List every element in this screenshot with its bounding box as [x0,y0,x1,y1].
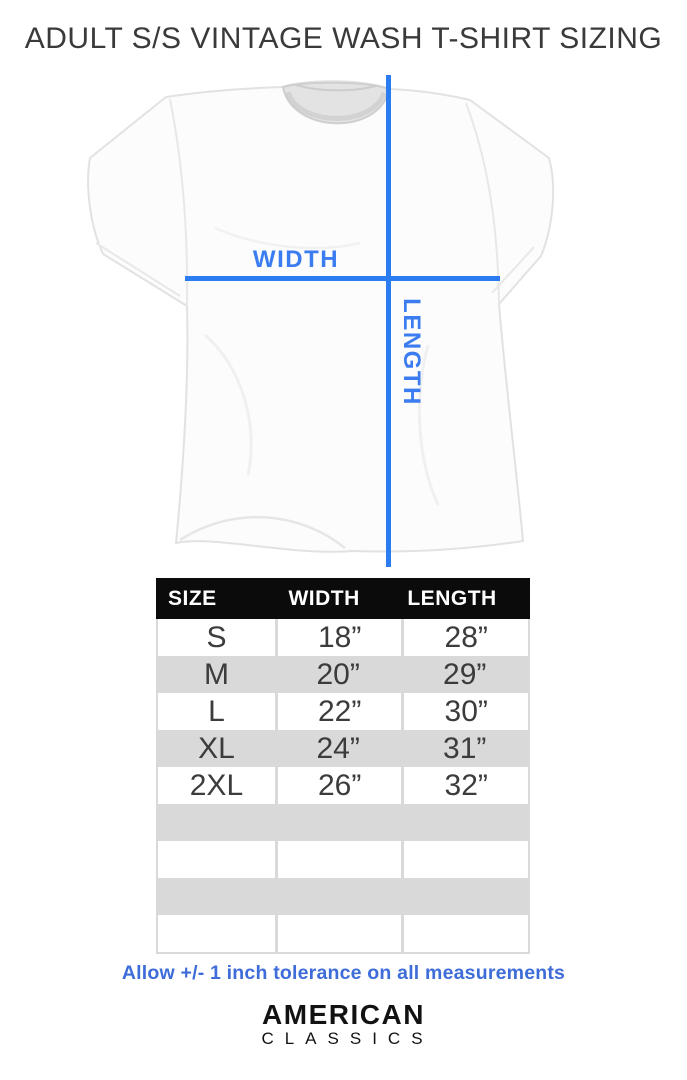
width-line [185,276,500,281]
wrinkle [417,344,440,506]
header-cell-length: LENGTH [407,586,497,610]
hem-fold [179,515,346,549]
cell-length [401,915,528,952]
wrinkle [214,226,361,250]
collar-rib [285,91,387,121]
cell-width: 24” [316,732,360,765]
brand-logo: AMERICAN CLASSICS [0,1000,687,1048]
table-row: M 20” 29” [158,656,528,693]
length-line [386,75,391,567]
header-cell-width: WIDTH [288,586,360,610]
table-body: S 18” 28” M 20” 29” L 22” 30” XL 24” 31”… [158,619,528,952]
cell-width: 18” [274,619,402,656]
cell-width [275,878,402,915]
cell-size [158,878,275,915]
page-title: ADULT S/S VINTAGE WASH T-SHIRT SIZING [24,22,663,55]
brand-name-secondary: CLASSICS [261,1029,434,1048]
cell-length: 31” [443,732,487,765]
cell-width: 26” [274,767,402,804]
wrinkle [204,333,253,476]
cell-length: 28” [401,619,528,656]
collar-back-line [295,84,377,92]
cell-length [401,878,528,915]
cell-width [275,804,402,841]
cell-size: M [203,658,229,691]
cell-width [274,915,402,952]
cell-length: 32” [401,767,528,804]
tolerance-note: Allow +/- 1 inch tolerance on all measur… [121,962,566,984]
cell-width: 22” [274,693,402,730]
table-row: S 18” 28” [158,619,528,656]
cell-size: S [206,621,227,654]
table-row: L 22” 30” [158,693,528,730]
length-label: LENGTH [398,298,425,406]
left-sleeve-seam [169,98,189,307]
cell-length [401,841,528,878]
cell-size [158,915,275,952]
table-row-empty [158,915,528,952]
cell-length: 30” [401,693,528,730]
table-row-empty [158,841,528,878]
tshirt-graphic [87,80,555,553]
table-row: XL 24” 31” [158,730,528,767]
table-row: 2XL 26” 32” [158,767,528,804]
table-header-row: SIZE WIDTH LENGTH [156,578,530,619]
cell-size: 2XL [189,769,244,802]
cell-size: L [208,695,225,728]
brand-name-primary: AMERICAN [262,999,425,1030]
cell-size [158,841,275,878]
tshirt-diagram: WIDTH LENGTH [87,75,555,567]
left-sleeve-hem [95,242,181,297]
cell-length [401,804,528,841]
cell-size: XL [198,732,235,765]
header-cell-size: SIZE [168,586,217,610]
right-sleeve-hem [491,246,535,294]
cell-length: 29” [443,658,487,691]
width-label: WIDTH [253,246,339,273]
table-row-empty [158,878,528,915]
cell-size [158,804,275,841]
cell-width: 20” [316,658,360,691]
table-row-empty [158,804,528,841]
cell-width [274,841,402,878]
size-table: SIZE WIDTH LENGTH S 18” 28” M 20” 29” L … [156,578,530,954]
